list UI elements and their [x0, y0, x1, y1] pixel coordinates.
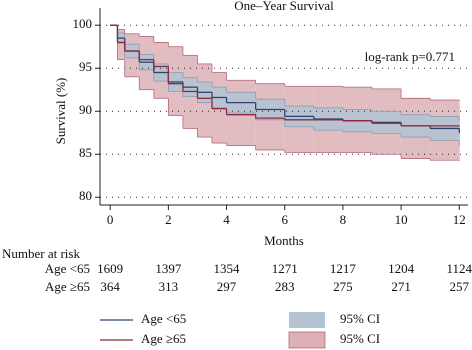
annotation: log-rank p=0.771	[365, 49, 455, 64]
y-tick-label: 95	[79, 59, 92, 74]
x-tick-label: 0	[107, 212, 114, 227]
y-tick-label: 100	[73, 16, 93, 31]
chart-title: One–Year Survival	[234, 0, 334, 13]
x-axis-label: Months	[264, 233, 304, 248]
risk-value: 257	[450, 279, 470, 294]
risk-value: 1271	[272, 261, 298, 276]
risk-value: 283	[275, 279, 295, 294]
x-tick-label: 2	[165, 212, 172, 227]
x-tick-label: 6	[281, 212, 288, 227]
y-tick-label: 85	[79, 145, 92, 160]
legend-label: 95% CI	[340, 331, 380, 346]
risk-row-label: Age <65	[45, 261, 90, 276]
x-tick-label: 10	[395, 212, 408, 227]
x-tick-label: 8	[340, 212, 347, 227]
risk-value: 1354	[214, 261, 241, 276]
y-tick-label: 90	[79, 102, 92, 117]
legend-swatch	[288, 331, 326, 349]
x-tick-label: 4	[223, 212, 230, 227]
ci-band	[117, 29, 125, 60]
risk-value: 1397	[155, 261, 182, 276]
risk-value: 297	[217, 279, 237, 294]
legend-label: Age ≥65	[141, 331, 186, 346]
legend-label: Age <65	[141, 311, 186, 326]
risk-value: 1609	[97, 261, 123, 276]
risk-value: 275	[333, 279, 353, 294]
risk-row-label: Age ≥65	[45, 279, 90, 294]
risk-value: 271	[391, 279, 411, 294]
risk-table-title: Number at risk	[2, 246, 80, 261]
x-tick-label: 12	[453, 212, 466, 227]
risk-value: 1204	[388, 261, 415, 276]
risk-value: 1124	[447, 261, 472, 276]
y-tick-label: 80	[79, 188, 92, 203]
risk-value: 364	[100, 279, 120, 294]
legend-swatch	[289, 312, 325, 328]
legend-label: 95% CI	[340, 311, 380, 326]
risk-value: 313	[159, 279, 179, 294]
risk-value: 1217	[330, 261, 357, 276]
y-axis-label: Survival (%)	[53, 78, 68, 145]
